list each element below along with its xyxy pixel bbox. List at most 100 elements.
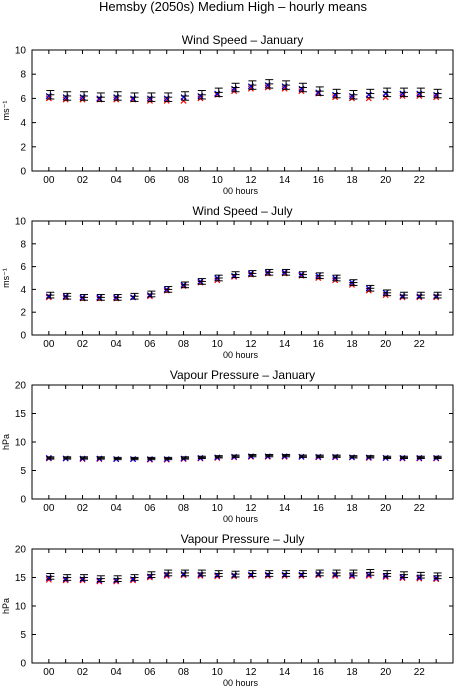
error-bar [130, 574, 139, 581]
error-bar [96, 92, 105, 102]
y-tick-label: 20 [15, 545, 27, 556]
x-tick-label: 04 [111, 339, 123, 350]
error-bar [147, 92, 156, 102]
error-bar [80, 294, 89, 301]
error-bar [383, 570, 392, 577]
error-bar [197, 455, 206, 460]
x-tick-label: 18 [346, 175, 358, 186]
error-bar [366, 569, 375, 576]
x-tick-label: 02 [77, 339, 89, 350]
error-bar [130, 456, 139, 461]
x-tick-label: 08 [178, 503, 190, 514]
x-tick-label: 10 [212, 667, 224, 678]
error-bar [147, 290, 156, 298]
y-tick-label: 8 [20, 239, 26, 250]
chart-title: Wind Speed – January [182, 33, 303, 47]
x-tick-label: 02 [77, 667, 89, 678]
error-bar [231, 82, 240, 93]
x-tick-label: 00 [43, 503, 55, 514]
error-bar [231, 454, 240, 458]
error-bar [349, 90, 358, 100]
y-axis-label: ms⁻¹ [1, 101, 11, 121]
error-bar [433, 455, 442, 460]
x-tick-label: 14 [279, 503, 291, 514]
x-tick-label: 14 [279, 339, 291, 350]
error-bar [349, 569, 358, 577]
x-tick-label: 16 [313, 667, 325, 678]
x-tick-label: 22 [414, 667, 426, 678]
error-bar [298, 454, 307, 458]
error-bar [332, 569, 341, 577]
x-tick-label: 06 [144, 667, 156, 678]
error-bar [80, 574, 89, 581]
x-tick-label: 12 [245, 503, 257, 514]
x-tick-label: 06 [144, 175, 156, 186]
x-tick-label: 18 [346, 503, 358, 514]
error-bar [315, 454, 324, 458]
plot-frame [31, 548, 454, 664]
error-bar [63, 574, 72, 581]
y-tick-label: 10 [15, 438, 27, 449]
y-tick-label: 20 [15, 381, 27, 392]
error-bar [46, 90, 55, 100]
error-bar [63, 91, 72, 101]
x-tick-label: 10 [212, 175, 224, 186]
x-tick-label: 08 [178, 667, 190, 678]
y-axis-label: hPa [1, 434, 11, 450]
y-tick-label: 2 [20, 142, 26, 153]
x-tick-label: 10 [212, 339, 224, 350]
error-bar [416, 291, 425, 299]
error-bar [282, 268, 291, 276]
x-tick-label: 16 [313, 503, 325, 514]
y-axis-label: hPa [1, 598, 11, 614]
error-bar [231, 570, 240, 578]
error-bar [113, 294, 122, 301]
figure-title: Hemsby (2050s) Medium High – hourly mean… [99, 0, 368, 14]
x-tick-label: 10 [212, 503, 224, 514]
error-bar [181, 456, 190, 460]
chart-title: Wind Speed – July [192, 204, 292, 218]
error-bar [265, 454, 274, 458]
x-tick-label: 20 [380, 175, 392, 186]
error-bar [332, 274, 341, 282]
error-bar [383, 455, 392, 460]
x-tick-label: 20 [380, 339, 392, 350]
error-bar [315, 569, 324, 577]
x-tick-label: 04 [111, 667, 123, 678]
error-bar [366, 284, 375, 292]
error-bar [366, 88, 375, 99]
y-tick-label: 15 [15, 573, 27, 584]
error-bar [181, 91, 190, 101]
x-tick-label: 22 [414, 339, 426, 350]
error-bar [197, 278, 206, 285]
error-bar [399, 455, 408, 460]
error-bar [181, 281, 190, 289]
error-bar [80, 91, 89, 101]
error-bar [147, 456, 156, 461]
x-tick-label: 22 [414, 175, 426, 186]
x-tick-label: 20 [380, 503, 392, 514]
error-bar [164, 569, 173, 577]
error-bar [282, 80, 291, 90]
error-bar [164, 456, 173, 461]
x-tick-label: 06 [144, 503, 156, 514]
error-bar [197, 569, 206, 577]
y-tick-label: 10 [15, 217, 27, 228]
error-bar [147, 571, 156, 578]
x-axis-label: 00 hours [223, 514, 259, 524]
x-tick-label: 08 [178, 175, 190, 186]
x-tick-label: 18 [346, 667, 358, 678]
chart-title: Vapour Pressure – January [170, 368, 315, 382]
y-tick-label: 4 [20, 118, 26, 129]
plot-frame [31, 384, 454, 500]
y-tick-label: 5 [20, 466, 26, 477]
error-bar [113, 456, 122, 461]
y-tick-label: 2 [20, 308, 26, 319]
error-bar [416, 571, 425, 579]
error-bar [248, 80, 257, 90]
x-tick-label: 00 [43, 339, 55, 350]
error-bar [96, 294, 105, 301]
chart-panel: Vapour Pressure – July 0 5 10 15 20 00 02 04 06 08… [1, 532, 454, 688]
